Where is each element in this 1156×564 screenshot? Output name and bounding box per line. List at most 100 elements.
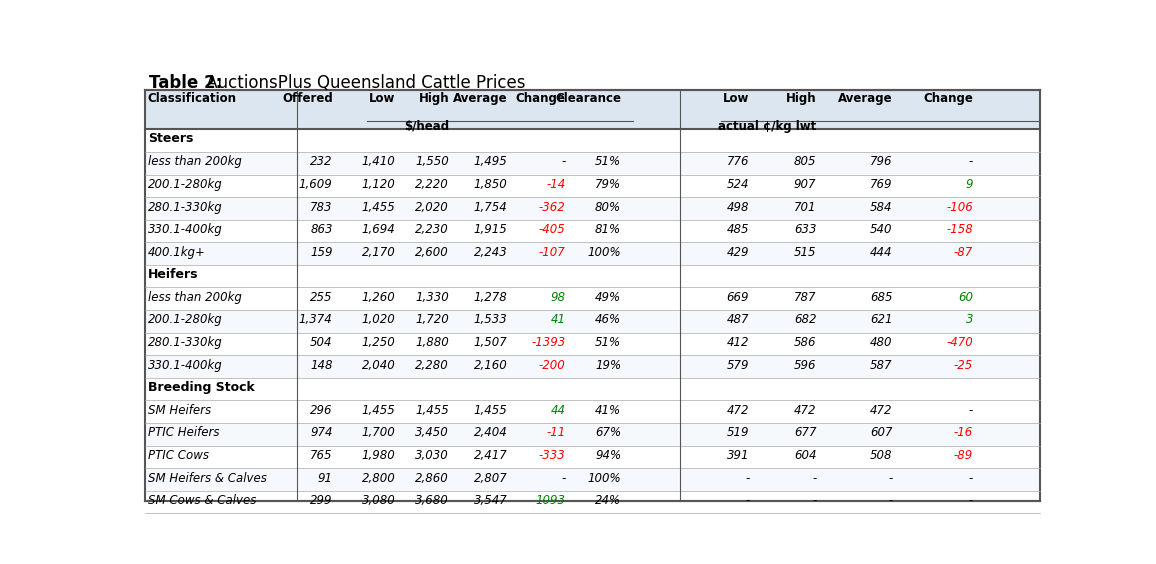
Text: 51%: 51% xyxy=(595,336,621,349)
FancyBboxPatch shape xyxy=(144,197,1040,220)
Text: 200.1-280kg: 200.1-280kg xyxy=(148,178,223,191)
Text: 1,260: 1,260 xyxy=(362,291,395,304)
Text: Classification: Classification xyxy=(147,92,236,105)
Text: 2,417: 2,417 xyxy=(474,449,507,462)
Text: 330.1-400kg: 330.1-400kg xyxy=(148,223,223,236)
Text: 796: 796 xyxy=(870,156,892,169)
Text: -14: -14 xyxy=(547,178,565,191)
Text: 519: 519 xyxy=(727,426,749,439)
Text: 79%: 79% xyxy=(595,178,621,191)
FancyBboxPatch shape xyxy=(144,90,1040,129)
Text: 765: 765 xyxy=(310,449,333,462)
Text: -: - xyxy=(969,156,973,169)
Text: -106: -106 xyxy=(947,201,973,214)
FancyBboxPatch shape xyxy=(144,90,1040,501)
FancyBboxPatch shape xyxy=(144,491,1040,513)
Text: -: - xyxy=(969,472,973,484)
Text: 776: 776 xyxy=(727,156,749,169)
Text: 3,080: 3,080 xyxy=(362,494,395,507)
Text: Low: Low xyxy=(722,92,749,105)
Text: 769: 769 xyxy=(870,178,892,191)
Text: 1,410: 1,410 xyxy=(362,156,395,169)
Text: Clearance: Clearance xyxy=(555,92,621,105)
Text: AuctionsPlus Queensland Cattle Prices: AuctionsPlus Queensland Cattle Prices xyxy=(201,74,526,92)
Text: 1,700: 1,700 xyxy=(362,426,395,439)
Text: 148: 148 xyxy=(310,359,333,372)
Text: 621: 621 xyxy=(870,314,892,327)
Text: 80%: 80% xyxy=(595,201,621,214)
Text: 94%: 94% xyxy=(595,449,621,462)
Text: -25: -25 xyxy=(954,359,973,372)
Text: 46%: 46% xyxy=(595,314,621,327)
Text: -: - xyxy=(888,494,892,507)
Text: 24%: 24% xyxy=(595,494,621,507)
Text: -200: -200 xyxy=(539,359,565,372)
Text: 296: 296 xyxy=(310,404,333,417)
Text: SM Heifers: SM Heifers xyxy=(148,404,212,417)
Text: SM Heifers & Calves: SM Heifers & Calves xyxy=(148,472,267,484)
Text: 685: 685 xyxy=(870,291,892,304)
Text: Steers: Steers xyxy=(148,133,193,146)
FancyBboxPatch shape xyxy=(144,423,1040,446)
Text: 100%: 100% xyxy=(587,246,621,259)
Text: 1,915: 1,915 xyxy=(474,223,507,236)
Text: 280.1-330kg: 280.1-330kg xyxy=(148,336,223,349)
Text: -: - xyxy=(562,156,565,169)
Text: High: High xyxy=(786,92,816,105)
Text: 508: 508 xyxy=(870,449,892,462)
Text: 3: 3 xyxy=(965,314,973,327)
Text: 2,860: 2,860 xyxy=(415,472,449,484)
Text: 2,020: 2,020 xyxy=(415,201,449,214)
FancyBboxPatch shape xyxy=(144,400,1040,423)
Text: 1,455: 1,455 xyxy=(362,201,395,214)
Text: 9: 9 xyxy=(965,178,973,191)
Text: 3,450: 3,450 xyxy=(415,426,449,439)
Text: 98: 98 xyxy=(550,291,565,304)
Text: -11: -11 xyxy=(547,426,565,439)
Text: Low: Low xyxy=(369,92,395,105)
Text: 472: 472 xyxy=(794,404,816,417)
FancyBboxPatch shape xyxy=(144,265,1040,288)
Text: $/head: $/head xyxy=(403,120,449,133)
Text: 2,170: 2,170 xyxy=(362,246,395,259)
Text: 515: 515 xyxy=(794,246,816,259)
Text: 1,020: 1,020 xyxy=(362,314,395,327)
Text: 485: 485 xyxy=(727,223,749,236)
Text: 1,850: 1,850 xyxy=(474,178,507,191)
Text: 504: 504 xyxy=(310,336,333,349)
Text: 3,030: 3,030 xyxy=(415,449,449,462)
Text: 1,880: 1,880 xyxy=(415,336,449,349)
FancyBboxPatch shape xyxy=(144,152,1040,174)
Text: -: - xyxy=(744,494,749,507)
Text: 51%: 51% xyxy=(595,156,621,169)
Text: -16: -16 xyxy=(954,426,973,439)
Text: Average: Average xyxy=(838,92,892,105)
Text: 1,609: 1,609 xyxy=(299,178,333,191)
Text: -1393: -1393 xyxy=(532,336,565,349)
FancyBboxPatch shape xyxy=(144,220,1040,243)
Text: 587: 587 xyxy=(870,359,892,372)
Text: 863: 863 xyxy=(310,223,333,236)
Text: Heifers: Heifers xyxy=(148,268,199,281)
Text: 1,533: 1,533 xyxy=(474,314,507,327)
Text: 60: 60 xyxy=(958,291,973,304)
Text: 472: 472 xyxy=(727,404,749,417)
FancyBboxPatch shape xyxy=(144,446,1040,468)
Text: 2,807: 2,807 xyxy=(474,472,507,484)
Text: 2,404: 2,404 xyxy=(474,426,507,439)
Text: -: - xyxy=(562,472,565,484)
Text: 391: 391 xyxy=(727,449,749,462)
Text: 787: 787 xyxy=(794,291,816,304)
FancyBboxPatch shape xyxy=(144,174,1040,197)
Text: 1,507: 1,507 xyxy=(474,336,507,349)
Text: 91: 91 xyxy=(318,472,333,484)
FancyBboxPatch shape xyxy=(144,243,1040,265)
Text: Table 2:: Table 2: xyxy=(149,74,222,92)
Text: 1093: 1093 xyxy=(535,494,565,507)
Text: 41%: 41% xyxy=(595,404,621,417)
Text: 607: 607 xyxy=(870,426,892,439)
Text: 412: 412 xyxy=(727,336,749,349)
Text: 584: 584 xyxy=(870,201,892,214)
Text: 19%: 19% xyxy=(595,359,621,372)
Text: 1,120: 1,120 xyxy=(362,178,395,191)
